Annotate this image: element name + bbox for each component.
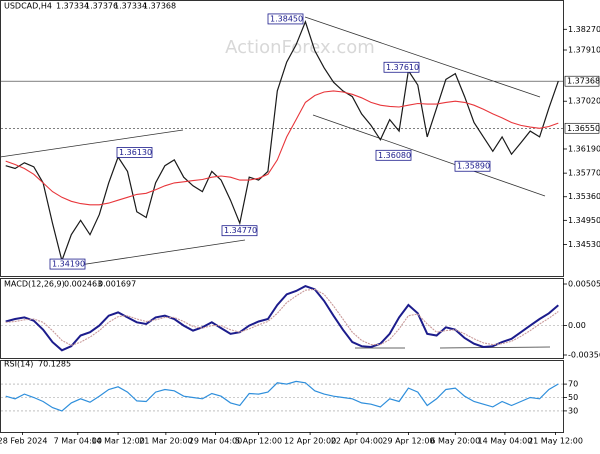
price-label-box [564, 75, 600, 87]
y-tick-label: -0.003569 [568, 351, 600, 360]
trend-line [59, 239, 246, 269]
price-label-box [564, 122, 600, 134]
x-tick-label: 29 Apr 12:00 [382, 437, 434, 446]
series-line [5, 288, 559, 346]
y-tick-label: 1.37910 [568, 46, 600, 55]
annotation-box [267, 13, 304, 25]
trend-line [0, 129, 184, 158]
trend-line [312, 114, 546, 197]
x-tick-label: 14 May 04:00 [477, 437, 532, 446]
y-tick-label: 1.35770 [568, 169, 600, 178]
price-panel [0, 0, 564, 277]
series-line [5, 20, 559, 263]
y-tick-label: 1.37020 [568, 97, 600, 106]
trend-line [304, 16, 541, 98]
ohlc-value: 1.37334 [114, 2, 147, 11]
annotation-box [375, 149, 412, 161]
y-tick-label: 1.35360 [568, 192, 600, 201]
x-tick-label: 29 Mar 04:00 [189, 437, 242, 446]
price-label: 1.36550 [567, 124, 600, 133]
y-tick-label: 50 [568, 393, 578, 402]
y-tick-label: 30 [568, 406, 578, 415]
ohlc-value: 1.37334 [56, 2, 89, 11]
series-line [5, 285, 559, 352]
x-tick-label: 21 May 12:00 [528, 437, 583, 446]
annotation-box [49, 258, 86, 270]
series-line [5, 90, 559, 206]
x-tick-label: 22 Apr 04:00 [331, 437, 383, 446]
indicator-title: RSI(14) [4, 360, 33, 369]
x-tick-label: 28 Feb 2024 [0, 437, 47, 446]
x-tick-label: 12 Apr 20:00 [284, 437, 336, 446]
annotation-box [454, 160, 491, 172]
annotation: 1.34190 [52, 260, 85, 269]
indicator-value: 0.001697 [98, 280, 136, 289]
annotation-box [116, 147, 153, 158]
price-label: 1.37368 [567, 77, 600, 86]
y-tick-label: 1.36190 [568, 144, 600, 153]
x-tick-label: 6 May 20:00 [430, 437, 480, 446]
ohlc-value: 1.37368 [143, 2, 176, 11]
x-tick-label: 14 Mar 12:00 [91, 437, 144, 446]
indicator-value: 0.002463 [64, 280, 102, 289]
x-tick-label: 7 Mar 04:00 [54, 437, 102, 446]
annotation: 1.36130 [119, 148, 152, 157]
series-line [5, 380, 559, 412]
y-tick-label: 0.005054 [568, 280, 600, 289]
y-tick-label: 0.00 [568, 321, 586, 330]
watermark: ActionForex.com [225, 37, 375, 58]
macd-panel [0, 278, 564, 359]
annotation-box [383, 61, 420, 73]
rsi-panel [0, 360, 564, 433]
annotation: 1.38450 [270, 14, 303, 23]
trend-line [439, 346, 551, 349]
ohlc-value: 1.37376 [85, 2, 118, 11]
indicator-title: MACD(12,26,9) [4, 280, 65, 289]
annotation-box [221, 225, 258, 237]
y-tick-label: 1.38270 [568, 25, 600, 34]
annotation: 1.34770 [224, 226, 257, 235]
indicator-value: 70.1285 [38, 360, 71, 369]
annotation: 1.36080 [378, 151, 411, 160]
y-tick-label: 1.34950 [568, 216, 600, 225]
annotation: 1.37610 [386, 63, 419, 72]
symbol: USDCAD,H4 [4, 2, 52, 11]
y-tick-label: 1.34530 [568, 240, 600, 249]
x-tick-label: 5 Apr 12:00 [235, 437, 282, 446]
y-tick-label: 70 [568, 380, 578, 389]
annotation: 1.35890 [457, 162, 490, 171]
x-tick-label: 21 Mar 20:00 [139, 437, 192, 446]
